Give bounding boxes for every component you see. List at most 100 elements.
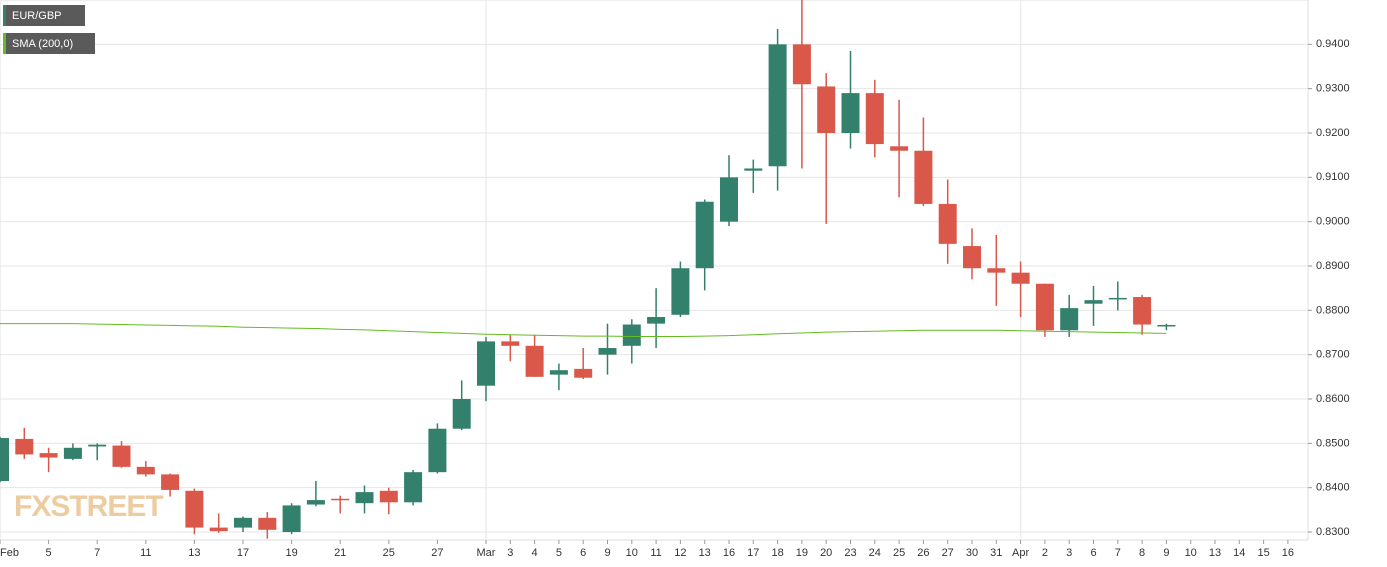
candle-body xyxy=(549,370,568,375)
candle-body xyxy=(355,492,374,504)
x-tick-label: 12 xyxy=(674,547,686,559)
candle-body xyxy=(890,146,909,151)
x-tick-label: Apr xyxy=(1012,547,1029,559)
x-tick-label: 17 xyxy=(237,547,249,559)
candle-body xyxy=(865,93,884,145)
x-tick-label: 30 xyxy=(966,547,978,559)
y-tick-label: 0.9400 xyxy=(1316,38,1350,50)
x-tick-label: 10 xyxy=(626,547,638,559)
candle-body xyxy=(1011,272,1030,284)
x-tick-label: 2 xyxy=(1042,547,1048,559)
candle-body xyxy=(282,505,301,533)
x-tick-label: 5 xyxy=(556,547,562,559)
x-tick-label: 17 xyxy=(747,547,759,559)
legend-label: SMA (200,0) xyxy=(12,38,73,50)
candle-body xyxy=(15,438,34,455)
candle-body xyxy=(817,86,836,134)
y-tick-label: 0.8400 xyxy=(1316,482,1350,494)
candle-body xyxy=(914,150,933,204)
y-tick-label: 0.9300 xyxy=(1316,83,1350,95)
candle-body xyxy=(1035,283,1054,331)
legend-swatch xyxy=(3,5,6,26)
candle-body xyxy=(938,203,957,244)
candle-body xyxy=(112,445,131,467)
y-tick-label: 0.8800 xyxy=(1316,304,1350,316)
candle-body xyxy=(525,345,544,377)
x-tick-label: 11 xyxy=(650,547,661,559)
x-tick-label: 25 xyxy=(383,547,395,559)
x-tick-label: 16 xyxy=(723,547,735,559)
candle-body xyxy=(161,474,180,490)
legend-box xyxy=(3,5,85,26)
x-tick-label: 31 xyxy=(990,547,1002,559)
x-tick-label: 13 xyxy=(1209,547,1221,559)
candle-body xyxy=(379,490,398,503)
candle-body xyxy=(258,517,277,530)
x-tick-label: 23 xyxy=(844,547,856,559)
x-tick-label: 6 xyxy=(1090,547,1096,559)
candle-body xyxy=(428,428,447,473)
candle-body xyxy=(841,93,860,134)
x-tick-label: 5 xyxy=(46,547,52,559)
x-tick-label: 3 xyxy=(507,547,513,559)
watermark: FXSTREET xyxy=(14,490,163,523)
candle-body xyxy=(209,527,228,532)
x-tick-label: 27 xyxy=(431,547,443,559)
x-tick-label: 3 xyxy=(1066,547,1072,559)
candle-body xyxy=(306,500,325,505)
x-tick-label: 16 xyxy=(1282,547,1294,559)
y-tick-label: 0.9200 xyxy=(1316,127,1350,139)
x-tick-label: 19 xyxy=(285,547,297,559)
x-tick-label: 18 xyxy=(771,547,783,559)
candle-body xyxy=(39,453,58,458)
x-tick-label: Feb xyxy=(0,547,19,559)
candle-body xyxy=(671,268,690,315)
candle-body xyxy=(185,490,204,528)
marks xyxy=(0,0,1176,539)
candle-body xyxy=(501,341,520,346)
candle-body xyxy=(963,246,981,269)
candle-body xyxy=(695,201,714,269)
candle-body xyxy=(598,348,617,355)
sma-line xyxy=(0,323,1167,337)
candle-body xyxy=(234,517,252,528)
x-tick-label: 25 xyxy=(893,547,905,559)
x-tick-label: 11 xyxy=(140,547,151,559)
x-tick-label: 9 xyxy=(1163,547,1169,559)
legend-swatch xyxy=(3,33,6,54)
x-tick-label: 24 xyxy=(869,547,881,559)
legend-label: EUR/GBP xyxy=(12,10,62,22)
x-tick-label: 21 xyxy=(334,547,346,559)
x-tick-label: 14 xyxy=(1233,547,1245,559)
x-tick-label: 8 xyxy=(1139,547,1145,559)
y-tick-label: 0.9100 xyxy=(1316,171,1350,183)
x-tick-label: 19 xyxy=(796,547,808,559)
x-tick-label: Mar xyxy=(477,547,496,559)
y-tick-label: 0.8500 xyxy=(1316,437,1350,449)
candle-body xyxy=(452,399,471,429)
x-tick-label: 10 xyxy=(1185,547,1197,559)
candle-body xyxy=(331,498,350,501)
x-tick-label: 27 xyxy=(942,547,954,559)
y-tick-label: 0.8700 xyxy=(1316,349,1350,361)
x-tick-label: 15 xyxy=(1257,547,1269,559)
candle-body xyxy=(477,341,495,386)
candle-body xyxy=(647,316,666,324)
candle-body xyxy=(404,472,423,503)
candle-body xyxy=(1084,300,1103,304)
y-tick-label: 0.8600 xyxy=(1316,393,1350,405)
y-tick-label: 0.8900 xyxy=(1316,260,1350,272)
candle-body xyxy=(63,447,82,459)
candle-body xyxy=(136,466,155,475)
x-tick-label: 9 xyxy=(604,547,610,559)
legend: EUR/GBP SMA (200,0) xyxy=(3,5,95,54)
plot-area xyxy=(0,0,1309,541)
x-tick-label: 13 xyxy=(699,547,711,559)
x-tick-label: 4 xyxy=(532,547,538,559)
candle-body xyxy=(792,44,811,85)
candle-body xyxy=(720,177,738,222)
y-tick-label: 0.8300 xyxy=(1316,526,1350,538)
candle-body xyxy=(987,268,1006,273)
y-tick-label: 0.9000 xyxy=(1316,216,1350,228)
